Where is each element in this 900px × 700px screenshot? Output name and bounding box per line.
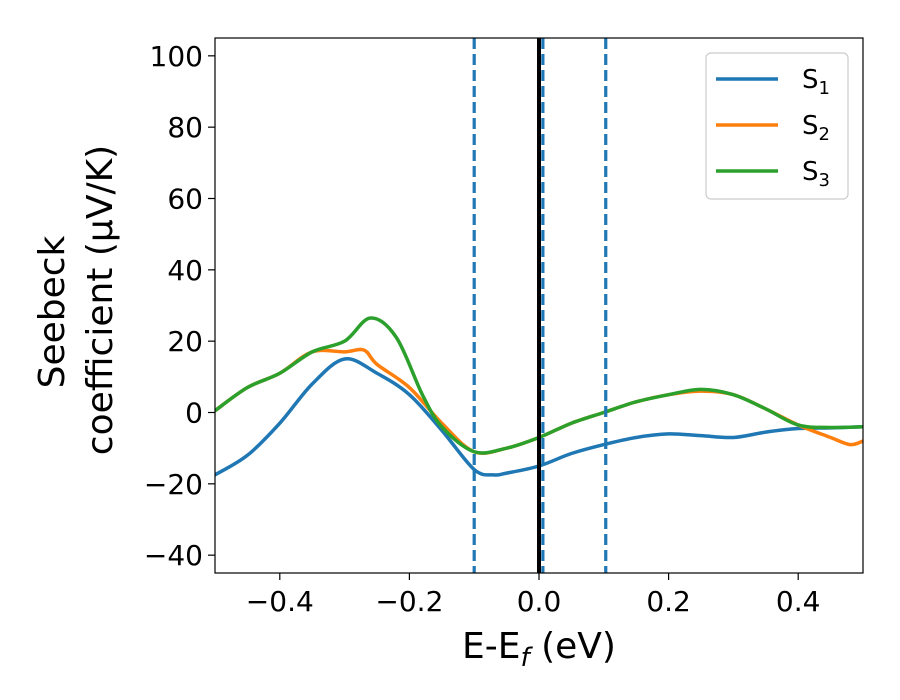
y-tick-label: 0 (185, 397, 203, 430)
legend-label-s2: S2 (802, 111, 830, 145)
x-tick-label: −0.2 (375, 585, 443, 618)
legend: S1 S2 S3 (705, 52, 849, 200)
y-tick-label: −40 (144, 539, 203, 572)
legend-label-s3: S3 (802, 157, 830, 191)
y-ticks: −40 −20 0 20 40 60 80 100 (144, 40, 215, 572)
series-line-s3 (215, 316, 863, 455)
y-tick-label: 40 (167, 254, 203, 287)
y-tick-label: 20 (167, 325, 203, 358)
y-tick-label: 100 (150, 40, 203, 73)
x-tick-label: 0.4 (776, 585, 821, 618)
x-tick-label: 0.2 (646, 585, 691, 618)
y-tick-label: −20 (144, 468, 203, 501)
series-line-s1 (215, 357, 863, 477)
y-tick-label: 80 (167, 111, 203, 144)
y-axis-label-line2: coefficient (μV/K) (80, 145, 121, 455)
x-tick-label: −0.4 (246, 585, 314, 618)
y-tick-label: 60 (167, 183, 203, 216)
x-axis-label-main: E-E (462, 626, 520, 667)
legend-label-s1: S1 (802, 65, 830, 99)
y-axis-label-line1: Seebeck (32, 235, 73, 388)
x-tick-label: 0.0 (517, 585, 562, 618)
vline-layer (472, 38, 608, 573)
x-ticks: −0.4 −0.2 0.0 0.2 0.4 (246, 573, 821, 618)
x-axis-label-unit: (eV) (530, 626, 616, 667)
x-axis-label: E-Ef (eV) (462, 626, 616, 673)
